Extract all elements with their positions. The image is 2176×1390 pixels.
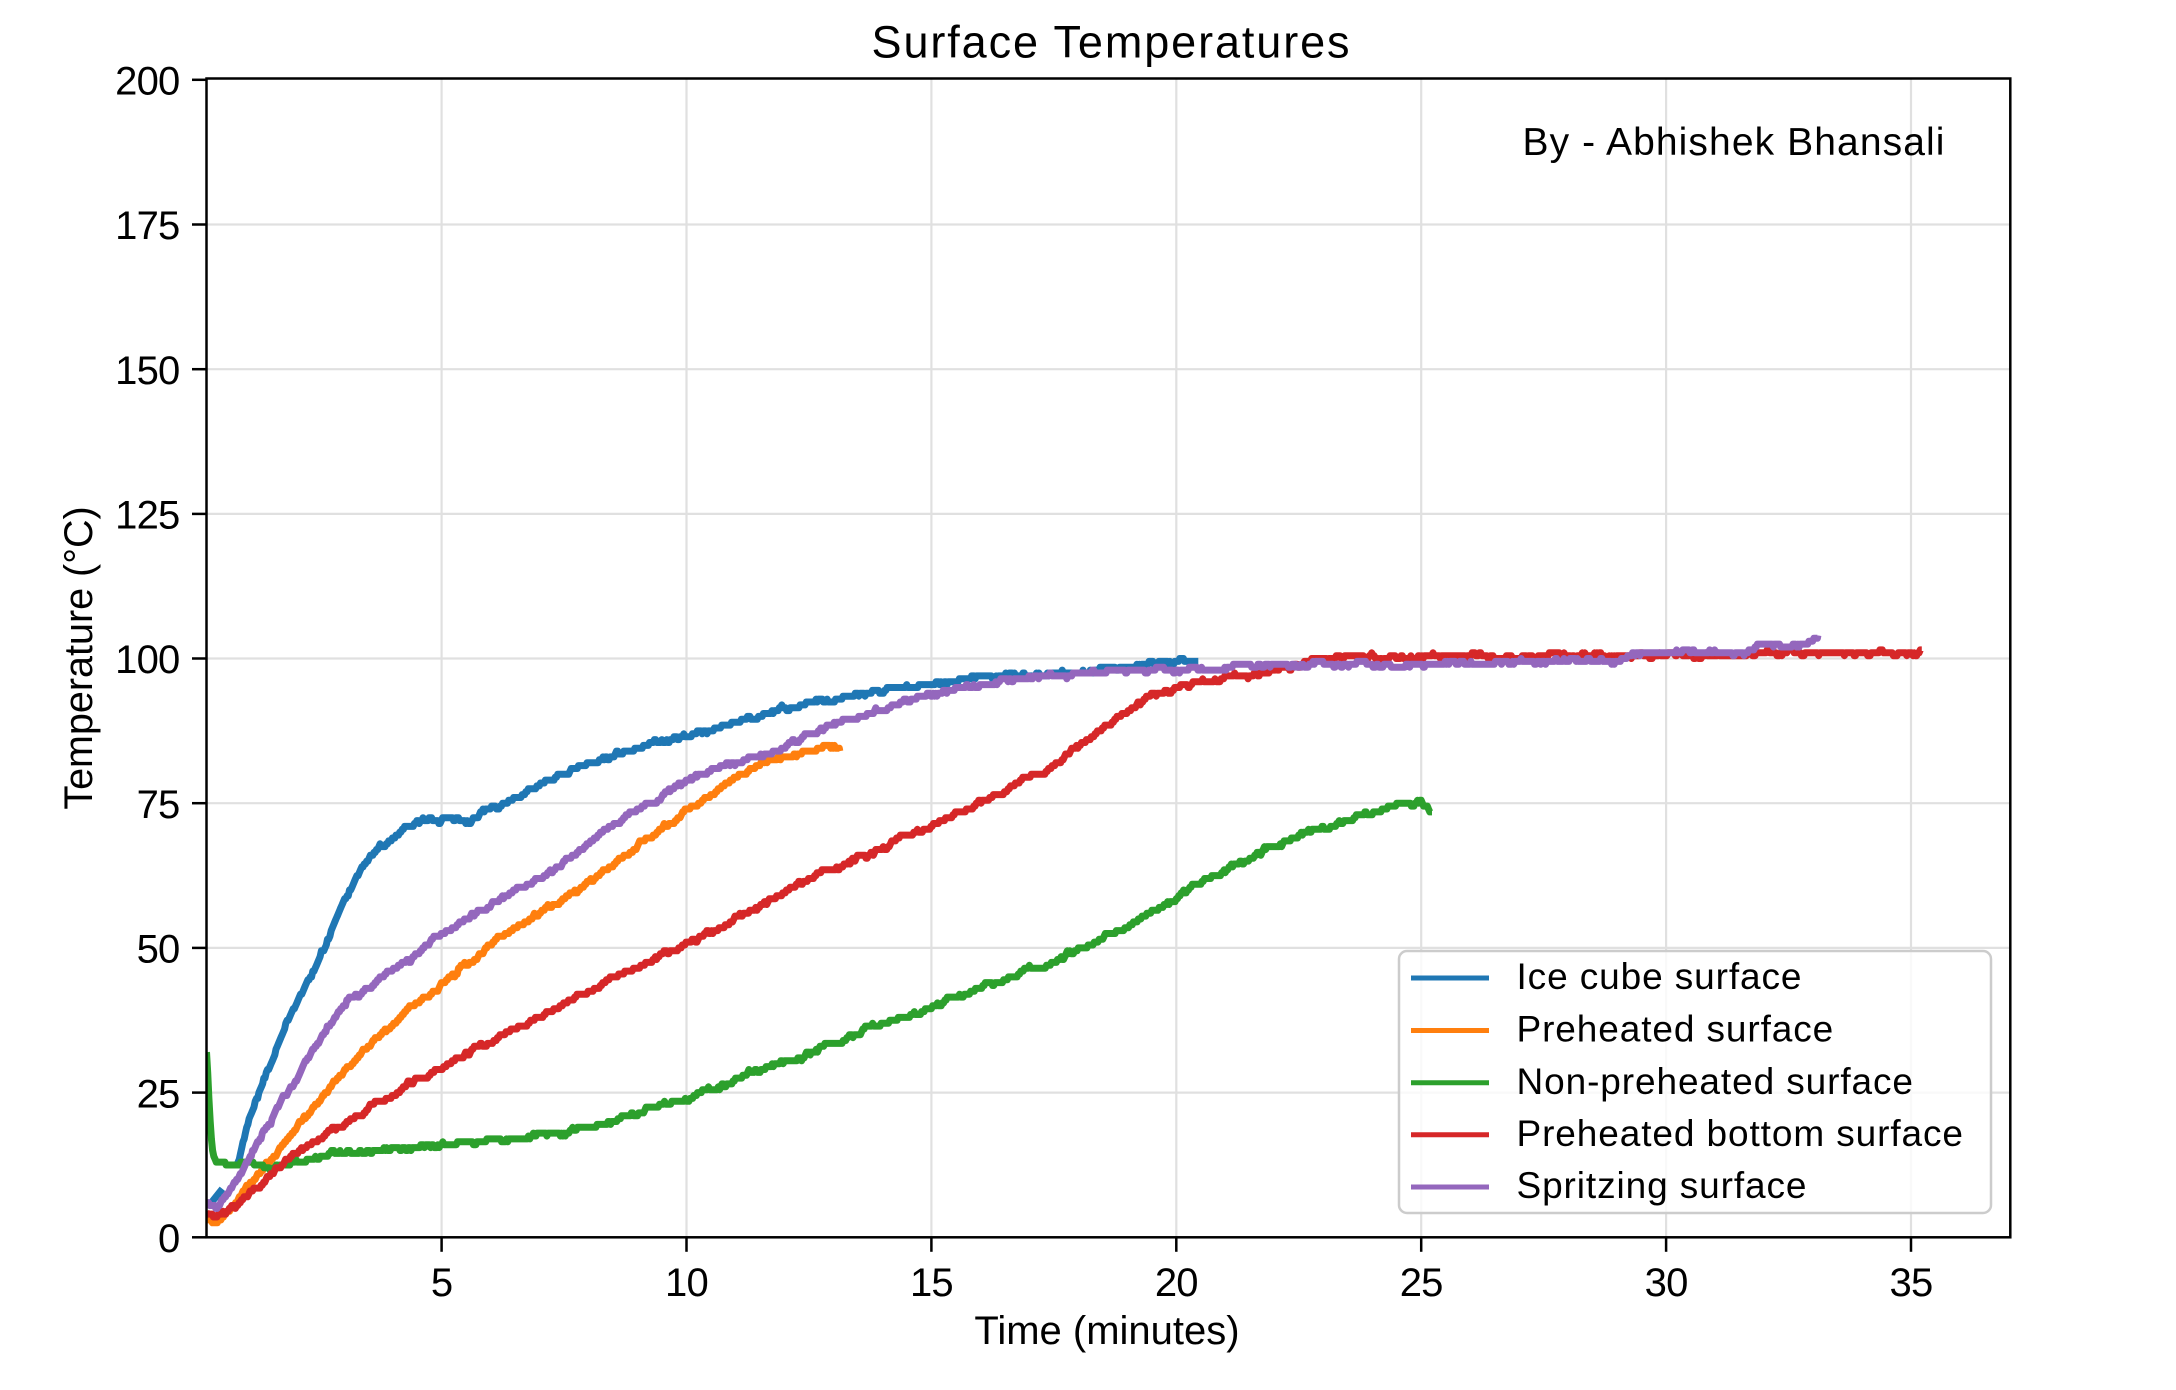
svg-text:Preheated surface: Preheated surface bbox=[1517, 1009, 1835, 1050]
svg-text:200: 200 bbox=[115, 60, 179, 104]
svg-text:30: 30 bbox=[1645, 1261, 1688, 1305]
svg-text:35: 35 bbox=[1890, 1261, 1933, 1305]
svg-text:50: 50 bbox=[137, 928, 180, 972]
svg-text:175: 175 bbox=[115, 204, 179, 248]
svg-text:150: 150 bbox=[115, 349, 179, 393]
svg-text:Non-preheated surface: Non-preheated surface bbox=[1517, 1061, 1914, 1102]
svg-text:5: 5 bbox=[431, 1261, 452, 1305]
svg-text:125: 125 bbox=[115, 494, 179, 538]
svg-text:Ice cube surface: Ice cube surface bbox=[1517, 956, 1803, 997]
svg-text:0: 0 bbox=[158, 1217, 179, 1261]
svg-text:10: 10 bbox=[665, 1261, 708, 1305]
svg-text:20: 20 bbox=[1155, 1261, 1198, 1305]
svg-text:Spritzing surface: Spritzing surface bbox=[1517, 1165, 1808, 1206]
svg-text:By - Abhishek Bhansali: By - Abhishek Bhansali bbox=[1522, 121, 1945, 164]
svg-text:Time (minutes): Time (minutes) bbox=[974, 1309, 1239, 1353]
svg-text:75: 75 bbox=[137, 783, 180, 827]
svg-text:15: 15 bbox=[910, 1261, 953, 1305]
svg-text:25: 25 bbox=[137, 1072, 180, 1116]
svg-text:100: 100 bbox=[115, 638, 179, 682]
svg-text:25: 25 bbox=[1400, 1261, 1443, 1305]
svg-text:Temperature (°C): Temperature (°C) bbox=[57, 506, 101, 809]
svg-text:Surface Temperatures: Surface Temperatures bbox=[872, 17, 1352, 68]
svg-text:Preheated bottom surface: Preheated bottom surface bbox=[1517, 1113, 1964, 1154]
